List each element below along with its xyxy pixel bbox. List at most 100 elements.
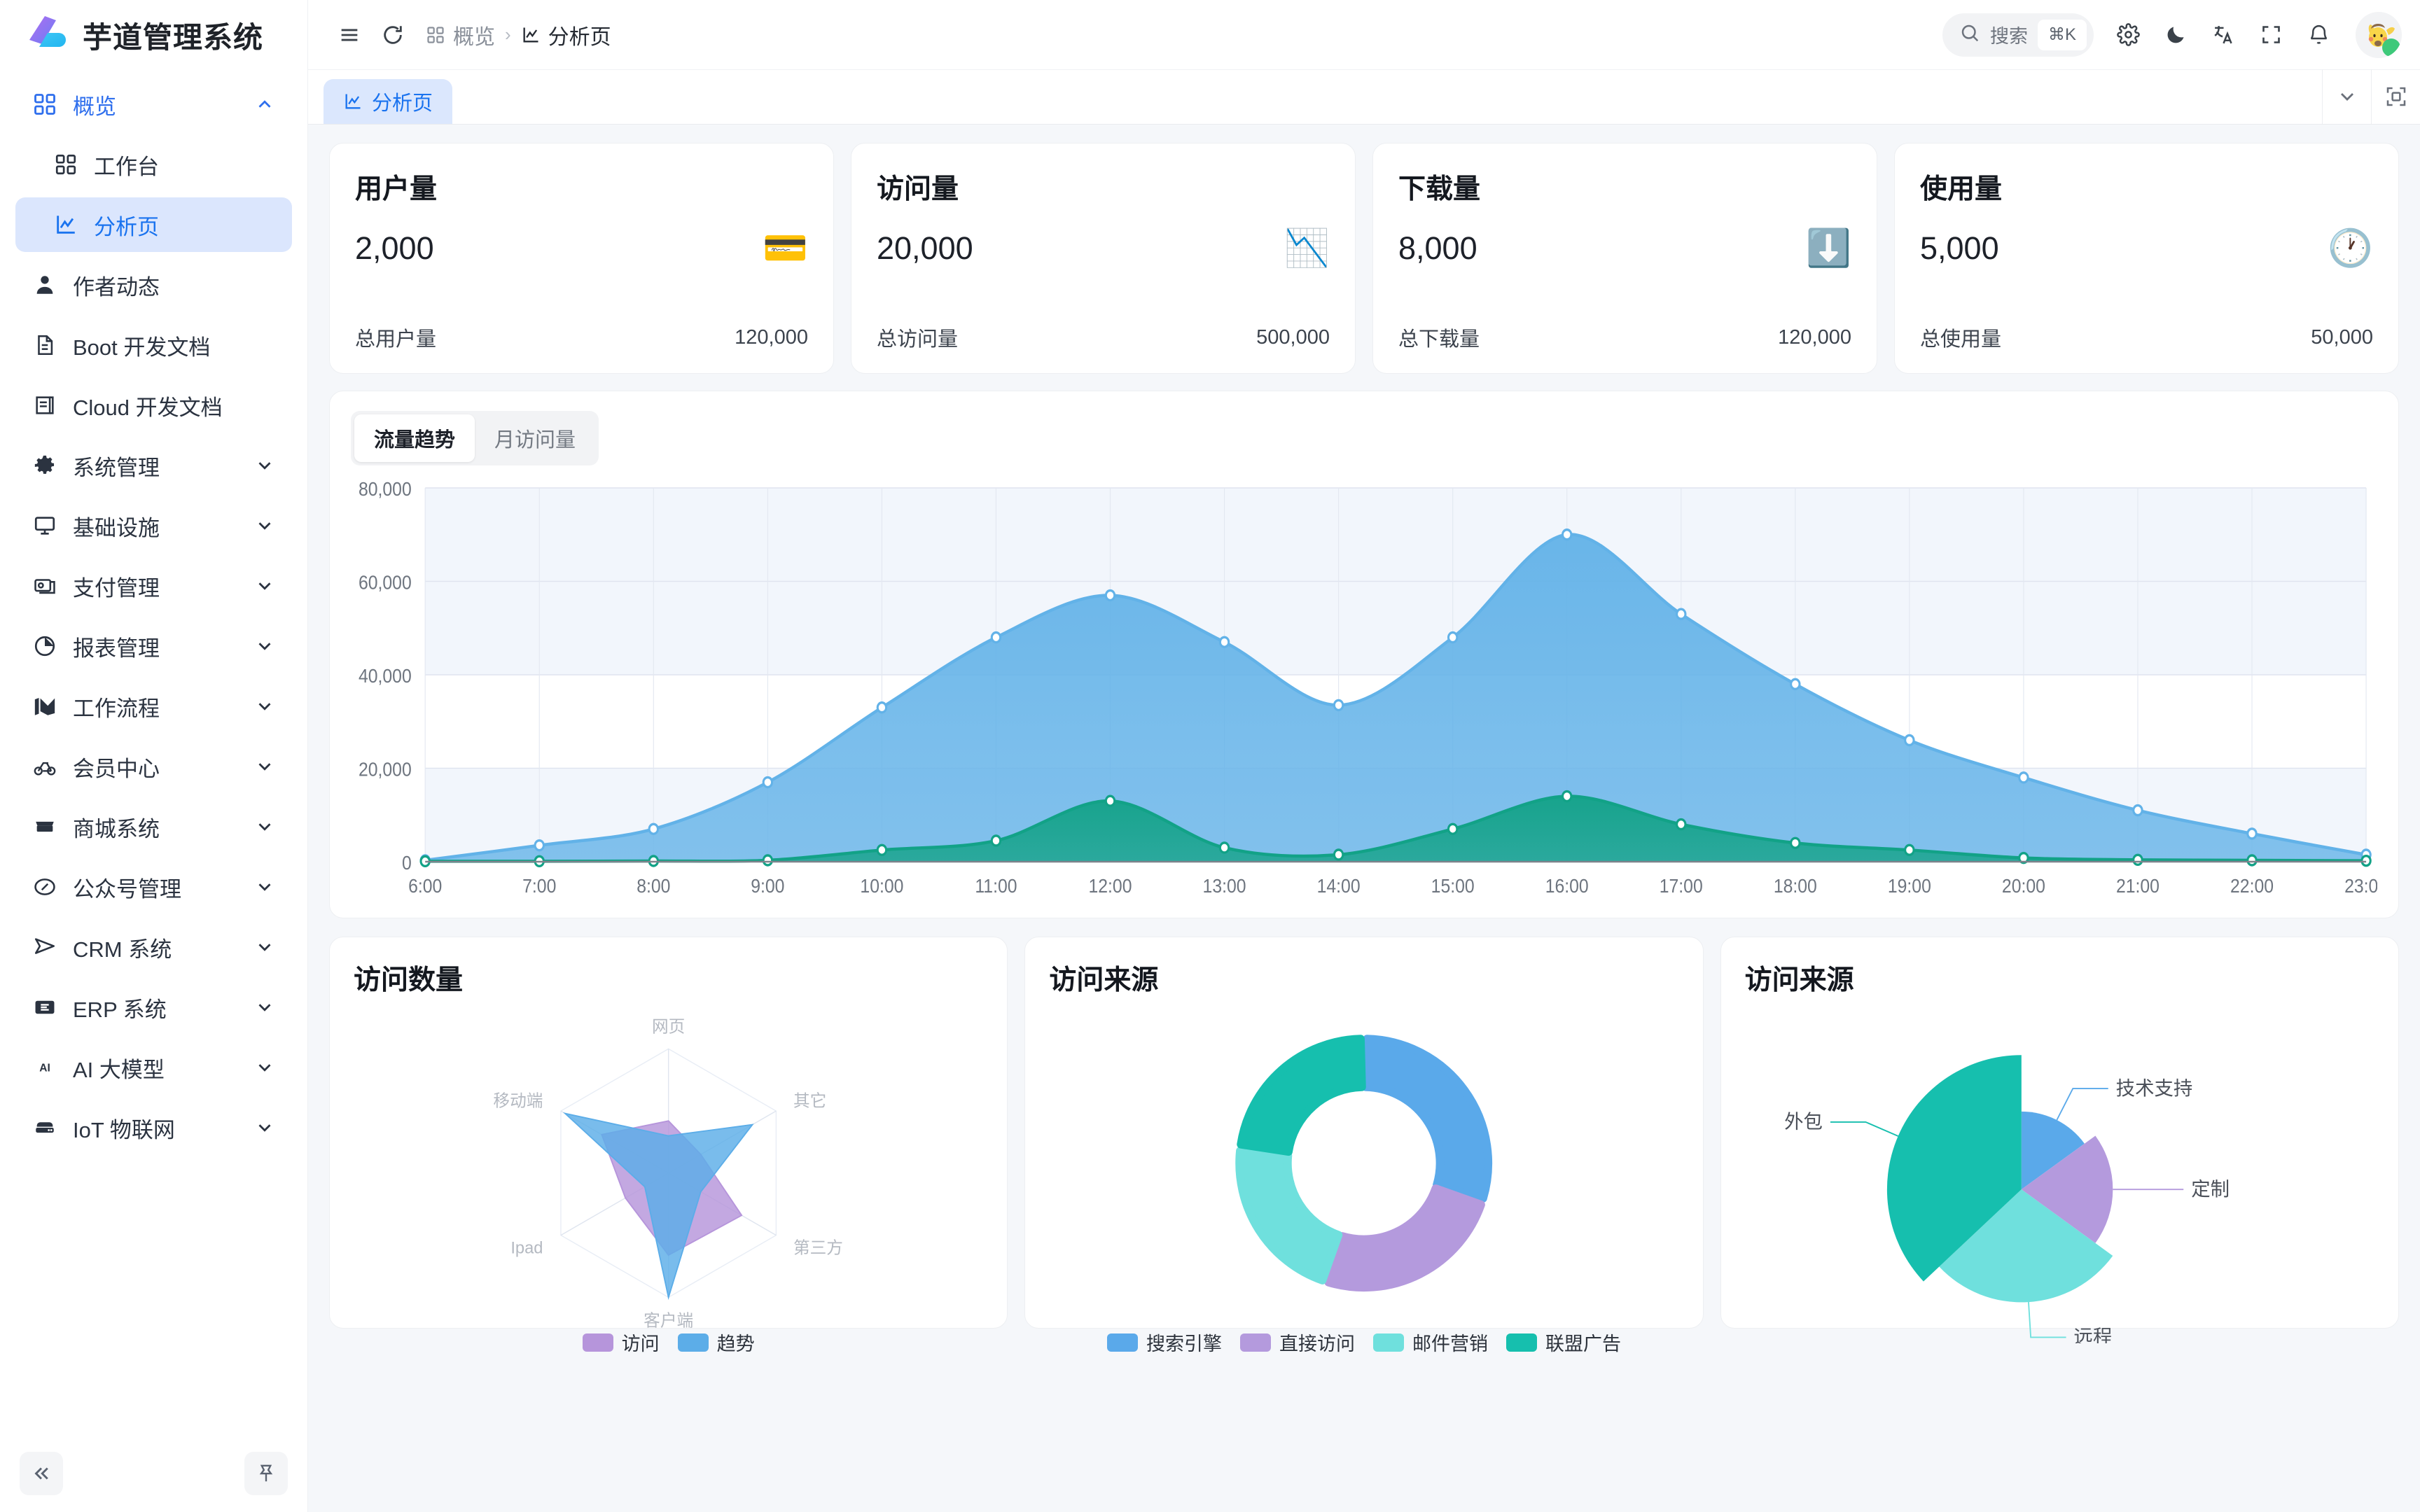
sidebar-item-official-account[interactable]: 公众号管理 — [15, 860, 292, 914]
sidebar-item-member-center[interactable]: 会员中心 — [15, 739, 292, 794]
grid-icon — [427, 26, 444, 43]
send-icon — [31, 933, 59, 961]
breadcrumb-item-overview[interactable]: 概览 — [426, 20, 495, 50]
gear-icon[interactable] — [2106, 13, 2150, 57]
sidebar-item-system-management[interactable]: 系统管理 — [15, 438, 292, 493]
chevron-down-icon[interactable] — [253, 694, 277, 718]
sidebar-item-label: ERP 系统 — [73, 997, 167, 1022]
chevron-down-icon[interactable] — [253, 634, 277, 658]
sidebar-item-author-news[interactable]: 作者动态 — [15, 258, 292, 312]
trend-tab-traffic[interactable]: 流量趋势 — [354, 414, 475, 462]
legend-item[interactable]: 访问 — [582, 1329, 660, 1356]
fullscreen-icon[interactable] — [2249, 13, 2293, 57]
sidebar-item-report-management[interactable]: 报表管理 — [15, 619, 292, 673]
breadcrumb: 概览 › 分析页 — [426, 20, 611, 50]
svg-text:20,000: 20,000 — [359, 758, 412, 780]
chevron-down-icon[interactable] — [253, 755, 277, 778]
trend-tab-monthly[interactable]: 月访问量 — [494, 429, 576, 451]
sidebar-item-crm-system[interactable]: CRM 系统 — [15, 920, 292, 974]
archive-icon — [31, 391, 59, 419]
pie-icon — [31, 632, 59, 660]
legend-swatch — [582, 1333, 613, 1352]
traffic-trend-chart[interactable]: 0 20,000 40,000 60,000 80,000 6:00 7:00 8:00 9:0… — [351, 478, 2377, 902]
legend-item[interactable]: 直接访问 — [1239, 1329, 1355, 1356]
sidebar-item-workflow[interactable]: 工作流程 — [15, 679, 292, 734]
sidebar-item-erp-system[interactable]: ERP 系统 — [15, 980, 292, 1035]
bell-icon[interactable] — [2297, 13, 2340, 57]
tab-list: 分析页 — [308, 70, 2322, 124]
chevron-down-icon[interactable] — [253, 815, 277, 839]
svg-text:60,000: 60,000 — [359, 571, 412, 594]
stat-main: 2,000 💳 — [355, 230, 808, 267]
svg-text:11:00: 11:00 — [975, 875, 1017, 897]
sidebar-item-analysis[interactable]: 分析页 — [15, 197, 292, 252]
top-bar: 概览 › 分析页 搜索 ⌘K — [308, 0, 2420, 70]
pin-icon[interactable] — [244, 1452, 288, 1495]
svg-text:19:00: 19:00 — [1888, 875, 1931, 897]
stat-foot-value: 120,000 — [1778, 326, 1851, 349]
svg-text:定制: 定制 — [2191, 1178, 2230, 1200]
chevron-down-icon[interactable] — [253, 935, 277, 959]
sidebar-item-iot[interactable]: IoT 物联网 — [15, 1100, 292, 1155]
sidebar-item-label: Boot 开发文档 — [73, 335, 211, 360]
brand[interactable]: 芋道管理系统 — [0, 0, 307, 70]
svg-text:0: 0 — [402, 852, 412, 874]
sidebar-item-overview[interactable]: 概览 — [15, 77, 292, 132]
moon-icon[interactable] — [2154, 13, 2197, 57]
svg-text:40,000: 40,000 — [359, 665, 412, 687]
chevron-down-icon[interactable] — [2322, 69, 2371, 124]
chevron-down-icon[interactable] — [253, 875, 277, 899]
collapse-icon[interactable] — [20, 1452, 63, 1495]
chevron-down-icon[interactable] — [253, 574, 277, 598]
sidebar-item-label: 商城系统 — [73, 816, 160, 841]
breadcrumb-item-analysis[interactable]: 分析页 — [521, 20, 611, 50]
sidebar-item-boot-docs[interactable]: Boot 开发文档 — [15, 318, 292, 372]
chevron-down-icon[interactable] — [253, 1056, 277, 1079]
chevron-up-icon[interactable] — [253, 92, 277, 116]
tab-analysis[interactable]: 分析页 — [324, 79, 453, 124]
document-icon — [31, 331, 59, 359]
legend-item[interactable]: 搜索引擎 — [1106, 1329, 1222, 1356]
chart-icon — [52, 211, 80, 239]
legend-swatch — [1505, 1333, 1537, 1352]
chevron-down-icon[interactable] — [253, 454, 277, 477]
avatar[interactable] — [2356, 11, 2402, 58]
sidebar-footer — [0, 1435, 307, 1512]
sidebar-item-infrastructure[interactable]: 基础设施 — [15, 498, 292, 553]
stat-title: 下载量 — [1398, 174, 1481, 204]
refresh-icon[interactable] — [371, 13, 415, 57]
sidebar-item-payment-management[interactable]: 支付管理 — [15, 559, 292, 613]
shop-icon — [31, 813, 59, 841]
rose-pie-chart[interactable]: 技术支持 定制 远程 外包 — [1745, 997, 2374, 1343]
svg-text:10:00: 10:00 — [860, 875, 903, 897]
stat-card-downloads: 下载量 8,000 ⬇️ 总下载量 120,000 — [1372, 143, 1877, 374]
hamburger-icon[interactable] — [328, 13, 371, 57]
panel-title: 访问来源 — [1744, 965, 1854, 995]
chevron-down-icon[interactable] — [253, 514, 277, 538]
translate-icon[interactable] — [2202, 13, 2245, 57]
svg-text:移动端: 移动端 — [493, 1092, 543, 1111]
chart-icon — [523, 27, 538, 42]
svg-text:17:00: 17:00 — [1660, 875, 1703, 897]
main-area: 概览 › 分析页 搜索 ⌘K — [308, 0, 2420, 1512]
chevron-down-icon[interactable] — [253, 995, 277, 1019]
svg-text:第三方: 第三方 — [793, 1238, 843, 1257]
radar-chart[interactable]: 网页 其它 第三方 客户端 Ipad 移动端 — [354, 997, 983, 1329]
sidebar-item-mall-system[interactable]: 商城系统 — [15, 799, 292, 854]
stat-foot-value: 120,000 — [735, 326, 808, 349]
expand-icon[interactable] — [2371, 69, 2420, 124]
svg-text:22:00: 22:00 — [2230, 875, 2274, 897]
legend-item[interactable]: 联盟广告 — [1505, 1329, 1621, 1356]
svg-text:AI: AI — [39, 1063, 50, 1074]
legend-item[interactable]: 邮件营销 — [1372, 1329, 1488, 1356]
chevron-down-icon[interactable] — [253, 1116, 277, 1140]
svg-text:网页: 网页 — [652, 1018, 685, 1037]
sidebar-item-cloud-docs[interactable]: Cloud 开发文档 — [15, 378, 292, 433]
sidebar-item-ai-model[interactable]: AI AI 大模型 — [15, 1040, 292, 1095]
sidebar-item-label: 系统管理 — [73, 455, 160, 480]
donut-chart[interactable] — [1049, 997, 1678, 1329]
sidebar-item-workbench[interactable]: 工作台 — [15, 137, 292, 192]
legend-item[interactable]: 趋势 — [677, 1329, 755, 1356]
breadcrumb-separator: › — [505, 24, 511, 45]
search-input[interactable]: 搜索 ⌘K — [1942, 13, 2094, 57]
